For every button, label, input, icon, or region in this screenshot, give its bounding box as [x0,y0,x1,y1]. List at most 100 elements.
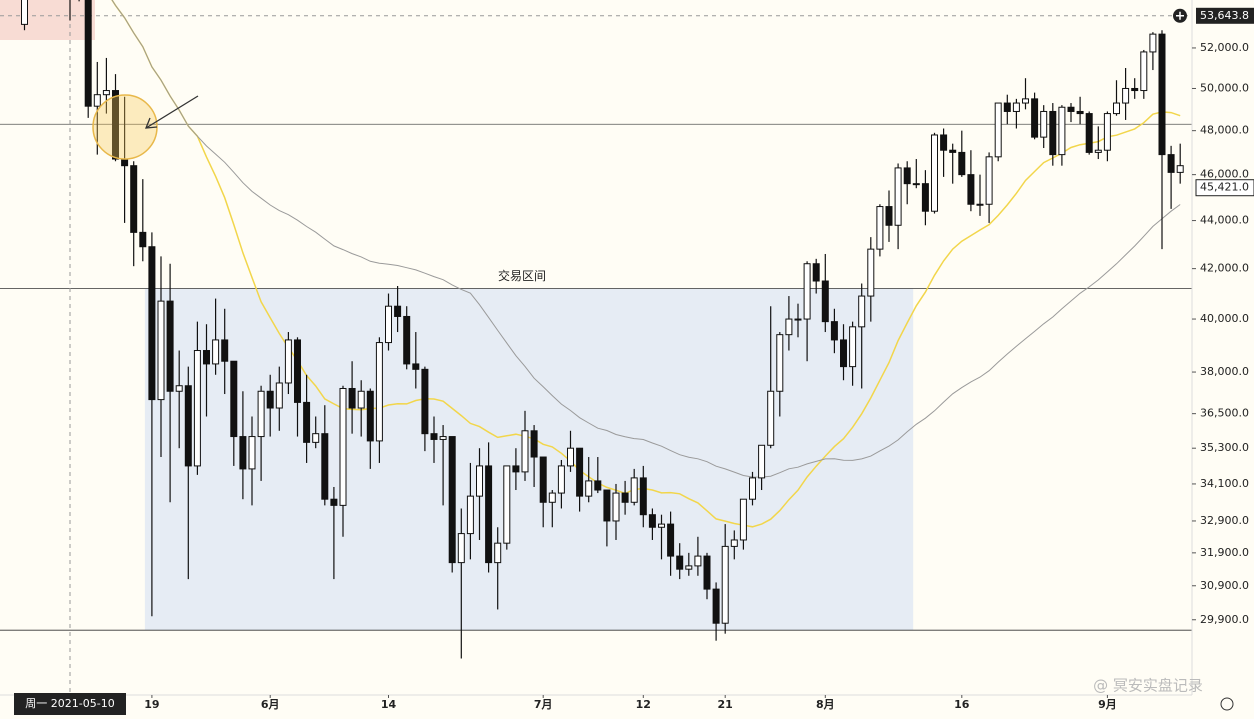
candle-body [894,167,902,226]
last-price-label: 45,421.0 [1200,181,1249,194]
y-tick-label: 42,000.0 [1200,262,1249,275]
plot-area [0,0,1192,695]
candle-body [940,134,948,151]
candle-body [175,385,183,392]
candle-body [148,246,156,401]
candle-body [312,433,320,443]
candle-body [903,167,911,185]
candle-body [612,492,620,522]
candle-body [1176,165,1184,173]
candle-body [557,465,565,494]
candle-body [749,477,756,500]
candle-body [676,555,684,570]
candle-body [803,263,811,320]
candle-body [1140,51,1148,92]
x-tick-label: 19 [144,698,159,711]
x-tick-label: 7月 [534,698,553,711]
candle-body [521,430,529,473]
candle-body [448,436,456,564]
candle-body [203,350,210,365]
candle-body [157,300,165,401]
y-tick-label: 36,500.0 [1200,407,1249,420]
candle-body [603,489,611,522]
moving-average [111,0,1181,478]
x-tick-label: 14 [381,698,397,711]
y-tick-label: 31,900.0 [1200,546,1249,559]
candle-body [576,447,584,497]
candle-body [1103,113,1111,151]
candle-body [667,523,675,557]
candle-body [430,433,438,440]
candle-body [548,492,556,503]
candle-body [703,555,711,590]
candle-body [1031,98,1039,138]
y-tick-label: 34,100.0 [1200,477,1249,490]
candle-body [821,280,829,323]
candle-body [1085,113,1093,153]
candle-body [967,174,975,205]
candle-body [1167,154,1175,173]
candle-body [794,318,802,321]
y-tick-label: 35,300.0 [1200,441,1249,454]
candle-body [439,436,447,440]
candle-body [776,334,784,392]
candle-body [166,300,174,392]
candle-body [985,156,993,205]
candle-body [266,390,274,409]
moving-average [111,0,1181,528]
candle-body [275,382,283,409]
candle-body [912,183,920,186]
y-tick-label: 40,000.0 [1200,312,1249,325]
candle-body [1040,110,1048,138]
candle-body [321,433,329,500]
y-tick-label: 52,000.0 [1200,41,1249,54]
y-tick-label: 29,900.0 [1200,613,1249,626]
candle-body [357,390,365,409]
candle-body [1158,33,1166,156]
candle-body [1067,106,1075,112]
candle-body [494,542,502,564]
candle-body [121,158,129,167]
range-label: 交易区间 [498,268,546,283]
candle-body [421,368,429,435]
candle-body [931,134,938,212]
candle-body [721,545,729,624]
candle-body [858,295,866,328]
candle-body [112,90,119,160]
arrow-head [145,117,158,129]
candle-body [840,339,847,368]
candle-body [921,183,929,212]
candle-body [994,102,1002,158]
candle-body [585,480,593,497]
candle-body [221,339,229,362]
candle-body [1012,102,1020,112]
candle-body [93,94,101,107]
candle-body [849,326,857,368]
y-tick-label: 50,000.0 [1200,81,1249,94]
candle-body [239,436,247,470]
candle-body [976,203,984,206]
candle-body [530,430,538,458]
crosshair-label: 周一 2021-05-10 [25,697,114,710]
candle-body [294,339,301,403]
candle-body [184,385,192,467]
candle-body [193,350,201,467]
candle-body [694,555,702,567]
candle-body [1049,110,1057,156]
candle-body [366,390,374,442]
candle-body [303,401,311,443]
candle-body [403,315,411,365]
candle-body [284,339,292,384]
candle-body [876,206,884,250]
candle-body [594,480,602,491]
candle-body [958,151,966,176]
candle-body [758,444,766,479]
marker-price-label: 53,643.8 [1200,9,1249,22]
candle-body [621,492,629,503]
candle-body [567,447,574,467]
settings-icon[interactable] [1220,697,1234,711]
x-tick-label: 12 [636,698,651,711]
candle-body [712,588,720,624]
x-tick-label: 16 [954,698,970,711]
